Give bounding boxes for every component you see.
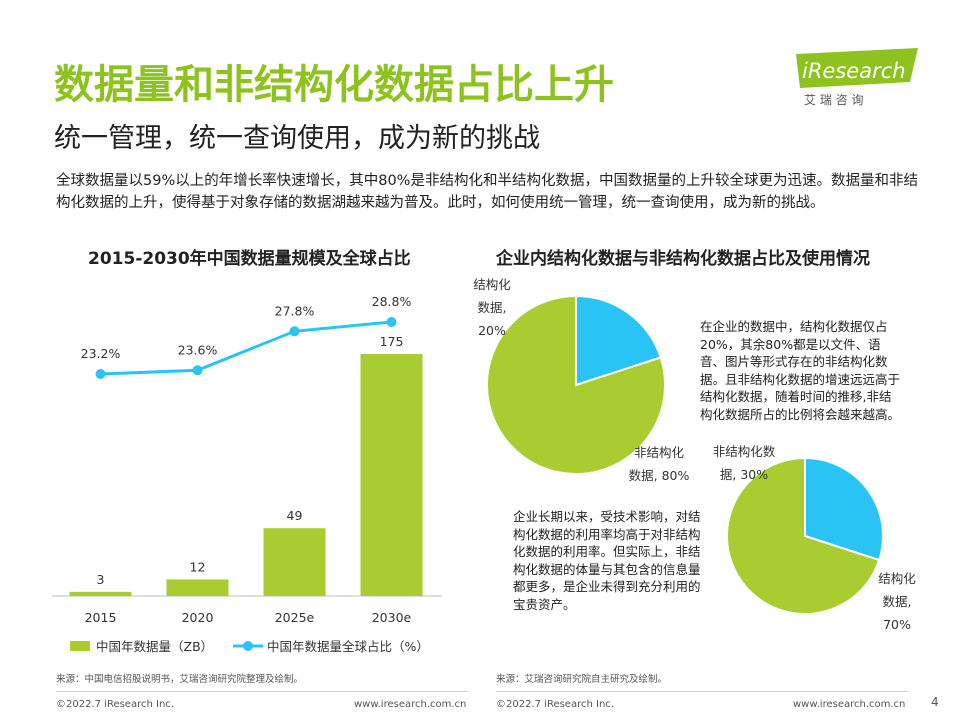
page-number: 4: [931, 695, 939, 709]
x-tick-label: 2030e: [372, 610, 412, 625]
pie1-label-structured: 数据,: [478, 300, 507, 315]
pie2-label-structured: 70%: [883, 617, 911, 632]
intro-paragraph: 全球数据量以59%以上的年增长率快速增长，其中80%是非结构化和半结构化数据，中…: [56, 173, 918, 211]
bar-2020: [166, 579, 229, 596]
footer-website-left: www.iresearch.com.cn: [354, 699, 467, 710]
logo-cn: 艾 瑞 咨 询: [804, 92, 863, 107]
x-tick-label: 2020: [182, 610, 214, 625]
footer-divider-right: [496, 691, 908, 692]
pie2-label-unstructured: 据, 30%: [720, 467, 768, 482]
bar-2015: [69, 591, 132, 596]
pie2-label-structured: 数据,: [883, 594, 912, 609]
source-left: 来源：中国电信招股说明书，艾瑞咨询研究院整理及绘制。: [56, 674, 304, 685]
legend-swatch-bar: [70, 641, 90, 651]
logo-brand: iResearch: [802, 59, 906, 83]
source-right: 来源：艾瑞咨询研究院自主研究及绘制。: [496, 674, 668, 685]
legend-swatch-point: [243, 641, 253, 651]
pie1-label-unstructured: 数据, 80%: [629, 468, 690, 483]
pie1-label-unstructured: 非结构化: [634, 445, 685, 460]
line-value-label: 28.8%: [372, 294, 412, 309]
pie2-slice-0: [804, 456, 884, 562]
pie2-slice-1: [726, 456, 881, 615]
line-point: [192, 365, 203, 376]
pie1-label-structured: 结构化: [473, 277, 511, 292]
legend-label-line: 中国年数据量全球占比（%）: [267, 639, 429, 654]
pie2-label-structured: 结构化: [878, 571, 916, 586]
bar-chart-title: 2015-2030年中国数据量规模及全球占比: [88, 249, 411, 269]
pie1-slice-0: [575, 294, 662, 387]
footer-copyright-right: ©2022.7 iResearch Inc.: [496, 699, 614, 710]
page-subtitle: 统一管理，统一查询使用，成为新的挑战: [54, 123, 540, 154]
pie-chart-1: 结构化数据, 20% 非结构化数据, 80%: [473, 277, 690, 483]
line-point: [95, 369, 106, 379]
pie-note-bottom: 企业长期以来，受技术影响，对结构化数据的利用率均高于对非结构化数据的利用率。但实…: [513, 509, 701, 612]
legend-label-bar: 中国年数据量（ZB）: [96, 639, 213, 654]
x-tick-label: 2025e: [275, 610, 315, 625]
line-share: [100, 320, 392, 376]
page-title: 数据量和非结构化数据占比上升: [54, 62, 614, 108]
pie-chart-title: 企业内结构化数据与非结构化数据占比及使用情况: [496, 249, 870, 269]
bar-value-label: 49: [287, 508, 303, 523]
footer-divider-left: [56, 691, 468, 692]
line-value-label: 23.2%: [81, 346, 121, 361]
line-point: [289, 326, 300, 337]
pie-note-top: 在企业的数据中，结构化数据仅占20%，其余80%都是以文件、语音、图片等形式存在…: [700, 319, 901, 422]
bar-2025e: [263, 528, 326, 596]
pie2-label-unstructured: 非结构化数: [713, 444, 776, 459]
iresearch-logo: iResearch 艾 瑞 咨 询: [790, 48, 920, 110]
bar-value-label: 175: [380, 334, 404, 349]
line-value-label: 23.6%: [178, 342, 218, 357]
pie1-slice-1: [486, 294, 666, 475]
footer-website-right: www.iresearch.com.cn: [793, 699, 906, 710]
bar-value-label: 12: [190, 559, 206, 574]
line-point: [386, 317, 397, 327]
pie-chart-2: 非结构化数据, 30% 结构化数据, 70%: [713, 444, 917, 632]
bar-line-chart: 3 2015 12 2020 49 2025e 175 2030e 23.2% 23.6% 27.8…: [52, 294, 442, 654]
x-tick-label: 2015: [85, 610, 117, 625]
line-value-label: 27.8%: [275, 303, 315, 318]
bar-value-label: 3: [97, 572, 105, 587]
footer-copyright-left: ©2022.7 iResearch Inc.: [56, 699, 174, 710]
pie1-label-structured: 20%: [478, 323, 506, 338]
bar-2030e: [360, 354, 423, 596]
